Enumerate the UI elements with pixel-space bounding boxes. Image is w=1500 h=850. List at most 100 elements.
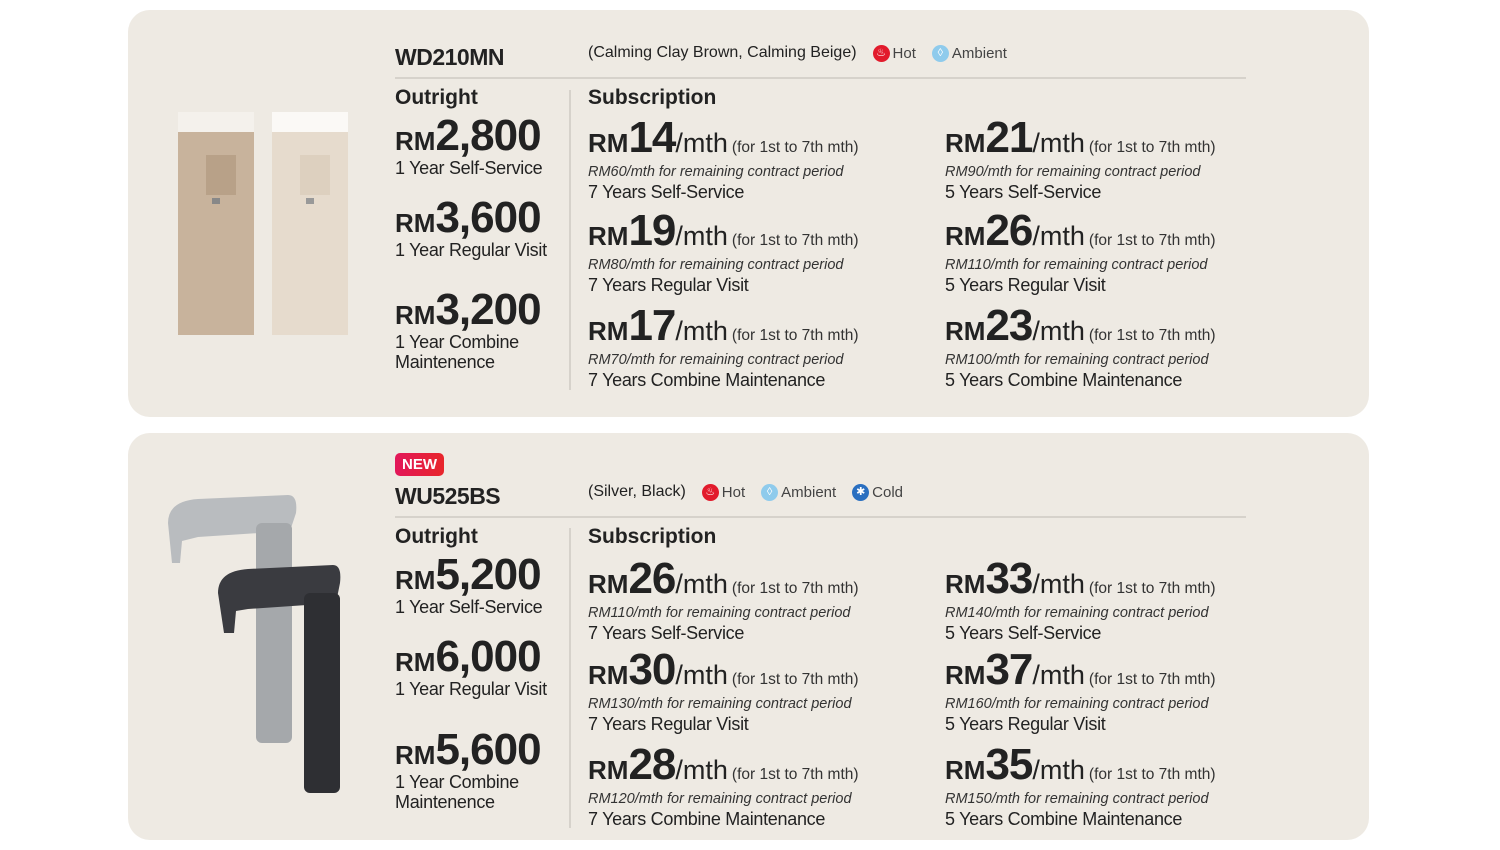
contract-term: 7 Years Self-Service [588,182,745,202]
column-divider [569,90,571,390]
price-note: (for 1st to 7th mth) [1088,232,1216,249]
outright-heading: Outright [395,525,478,548]
plan-description: 1 Year Combine Maintenence [395,332,519,372]
price-unit: /mth [1032,316,1085,346]
contract-term: 5 Years Regular Visit [945,714,1106,734]
price-unit: /mth [1032,221,1085,251]
currency: RM [588,660,629,690]
subscription-option: RM23/mth (for 1st to 7th mth) RM100/mth fo… [945,304,1216,391]
contract-term: 7 Years Combine Maintenance [588,370,826,390]
subscription-option: RM30/mth (for 1st to 7th mth) RM130/mth fo… [588,648,859,735]
currency: RM [588,569,629,599]
currency: RM [395,647,436,677]
product-image-wu525bs [168,495,341,793]
plan-description: 1 Year Self-Service [395,597,543,617]
price-value: 26 [628,554,676,603]
subscription-option: RM37/mth (for 1st to 7th mth) RM160/mth fo… [945,648,1216,735]
currency: RM [945,316,986,346]
divider [395,77,1246,79]
currency: RM [588,128,629,158]
currency: RM [945,755,986,785]
currency: RM [395,300,436,330]
outright-price: RM3,600 [395,196,565,240]
price-value: 35 [985,740,1033,789]
price-value: 26 [985,206,1033,255]
subscription-price: RM26/mth (for 1st to 7th mth) [945,209,1216,253]
product-image-wd210mn [178,112,348,335]
price-value: 17 [628,301,676,350]
price-value: 5,200 [435,550,541,599]
feature-cold: ✱ Cold [852,483,904,501]
remaining-price: RM110/mth for remaining contract period [945,257,1208,273]
column-divider [569,528,571,828]
outright-option: RM6,000 1 Year Regular Visit [395,635,565,700]
price-unit: /mth [1032,128,1085,158]
price-value: 23 [985,301,1033,350]
contract-term: 7 Years Regular Visit [588,275,749,295]
price-value: 28 [628,740,676,789]
subscription-price: RM23/mth (for 1st to 7th mth) [945,304,1216,348]
feature-hot: ♨ Hot [872,44,916,62]
snowflake-icon: ✱ [852,483,870,501]
subscription-option: RM17/mth (for 1st to 7th mth) RM70/mth for… [588,304,859,391]
remaining-price: RM150/mth for remaining contract period [945,791,1209,807]
colors-text: (Calming Clay Brown, Calming Beige) [588,44,857,61]
divider [395,516,1246,518]
price-unit: /mth [1032,569,1085,599]
outright-price: RM3,200 [395,288,565,332]
price-unit: /mth [1032,660,1085,690]
outright-heading: Outright [395,86,478,109]
price-note: (for 1st to 7th mth) [1088,327,1216,344]
price-note: (for 1st to 7th mth) [731,327,859,344]
currency: RM [945,660,986,690]
outright-option: RM3,200 1 Year Combine Maintenence [395,288,565,373]
feature-label: Cold [872,483,904,501]
price-unit: /mth [675,660,728,690]
subscription-option: RM19/mth (for 1st to 7th mth) RM80/mth for… [588,209,859,296]
subscription-option: RM35/mth (for 1st to 7th mth) RM150/mth fo… [945,743,1216,830]
remaining-price: RM110/mth for remaining contract period [588,605,851,621]
price-value: 3,600 [435,193,541,242]
remaining-price: RM160/mth for remaining contract period [945,696,1209,712]
currency: RM [395,208,436,238]
feature-ambient: ◊ Ambient [761,483,836,501]
colors-text: (Silver, Black) [588,483,686,500]
subscription-price: RM35/mth (for 1st to 7th mth) [945,743,1216,787]
plan-description: 1 Year Regular Visit [395,679,547,699]
outright-price: RM5,200 [395,553,565,597]
feature-label: Ambient [951,44,1007,62]
contract-term: 5 Years Combine Maintenance [945,809,1183,829]
subscription-heading: Subscription [588,525,717,548]
subscription-option: RM26/mth (for 1st to 7th mth) RM110/mth fo… [945,209,1216,296]
subscription-price: RM33/mth (for 1st to 7th mth) [945,557,1216,601]
outright-option: RM5,200 1 Year Self-Service [395,553,565,618]
contract-term: 5 Years Regular Visit [945,275,1106,295]
price-value: 37 [985,645,1033,694]
remaining-price: RM130/mth for remaining contract period [588,696,852,712]
currency: RM [395,740,436,770]
plan-description: 1 Year Combine Maintenence [395,772,519,812]
product-card-wu525bs: NEW WU525BS (Silver, Black) ♨ Hot ◊ Ambient ✱ Co… [128,433,1369,840]
subscription-option: RM14/mth (for 1st to 7th mth) RM60/mth for… [588,116,859,203]
price-value: 3,200 [435,285,541,334]
price-note: (for 1st to 7th mth) [1088,766,1216,783]
color-options: (Silver, Black) ♨ Hot ◊ Ambient ✱ Cold [588,483,903,501]
currency: RM [395,126,436,156]
currency: RM [588,221,629,251]
price-note: (for 1st to 7th mth) [1088,580,1216,597]
subscription-option: RM26/mth (for 1st to 7th mth) RM110/mth fo… [588,557,859,644]
currency: RM [588,316,629,346]
outright-price: RM6,000 [395,635,565,679]
price-note: (for 1st to 7th mth) [731,232,859,249]
price-value: 19 [628,206,676,255]
new-badge: NEW [395,453,444,476]
water-drop-icon: ◊ [931,44,949,62]
contract-term: 7 Years Regular Visit [588,714,749,734]
currency: RM [945,128,986,158]
currency: RM [588,755,629,785]
outright-price: RM2,800 [395,114,565,158]
model-name: WU525BS [395,483,501,509]
hot-icon: ♨ [872,44,890,62]
feature-label: Hot [721,483,746,501]
color-options: (Calming Clay Brown, Calming Beige) ♨ Hot ◊… [588,44,1007,62]
